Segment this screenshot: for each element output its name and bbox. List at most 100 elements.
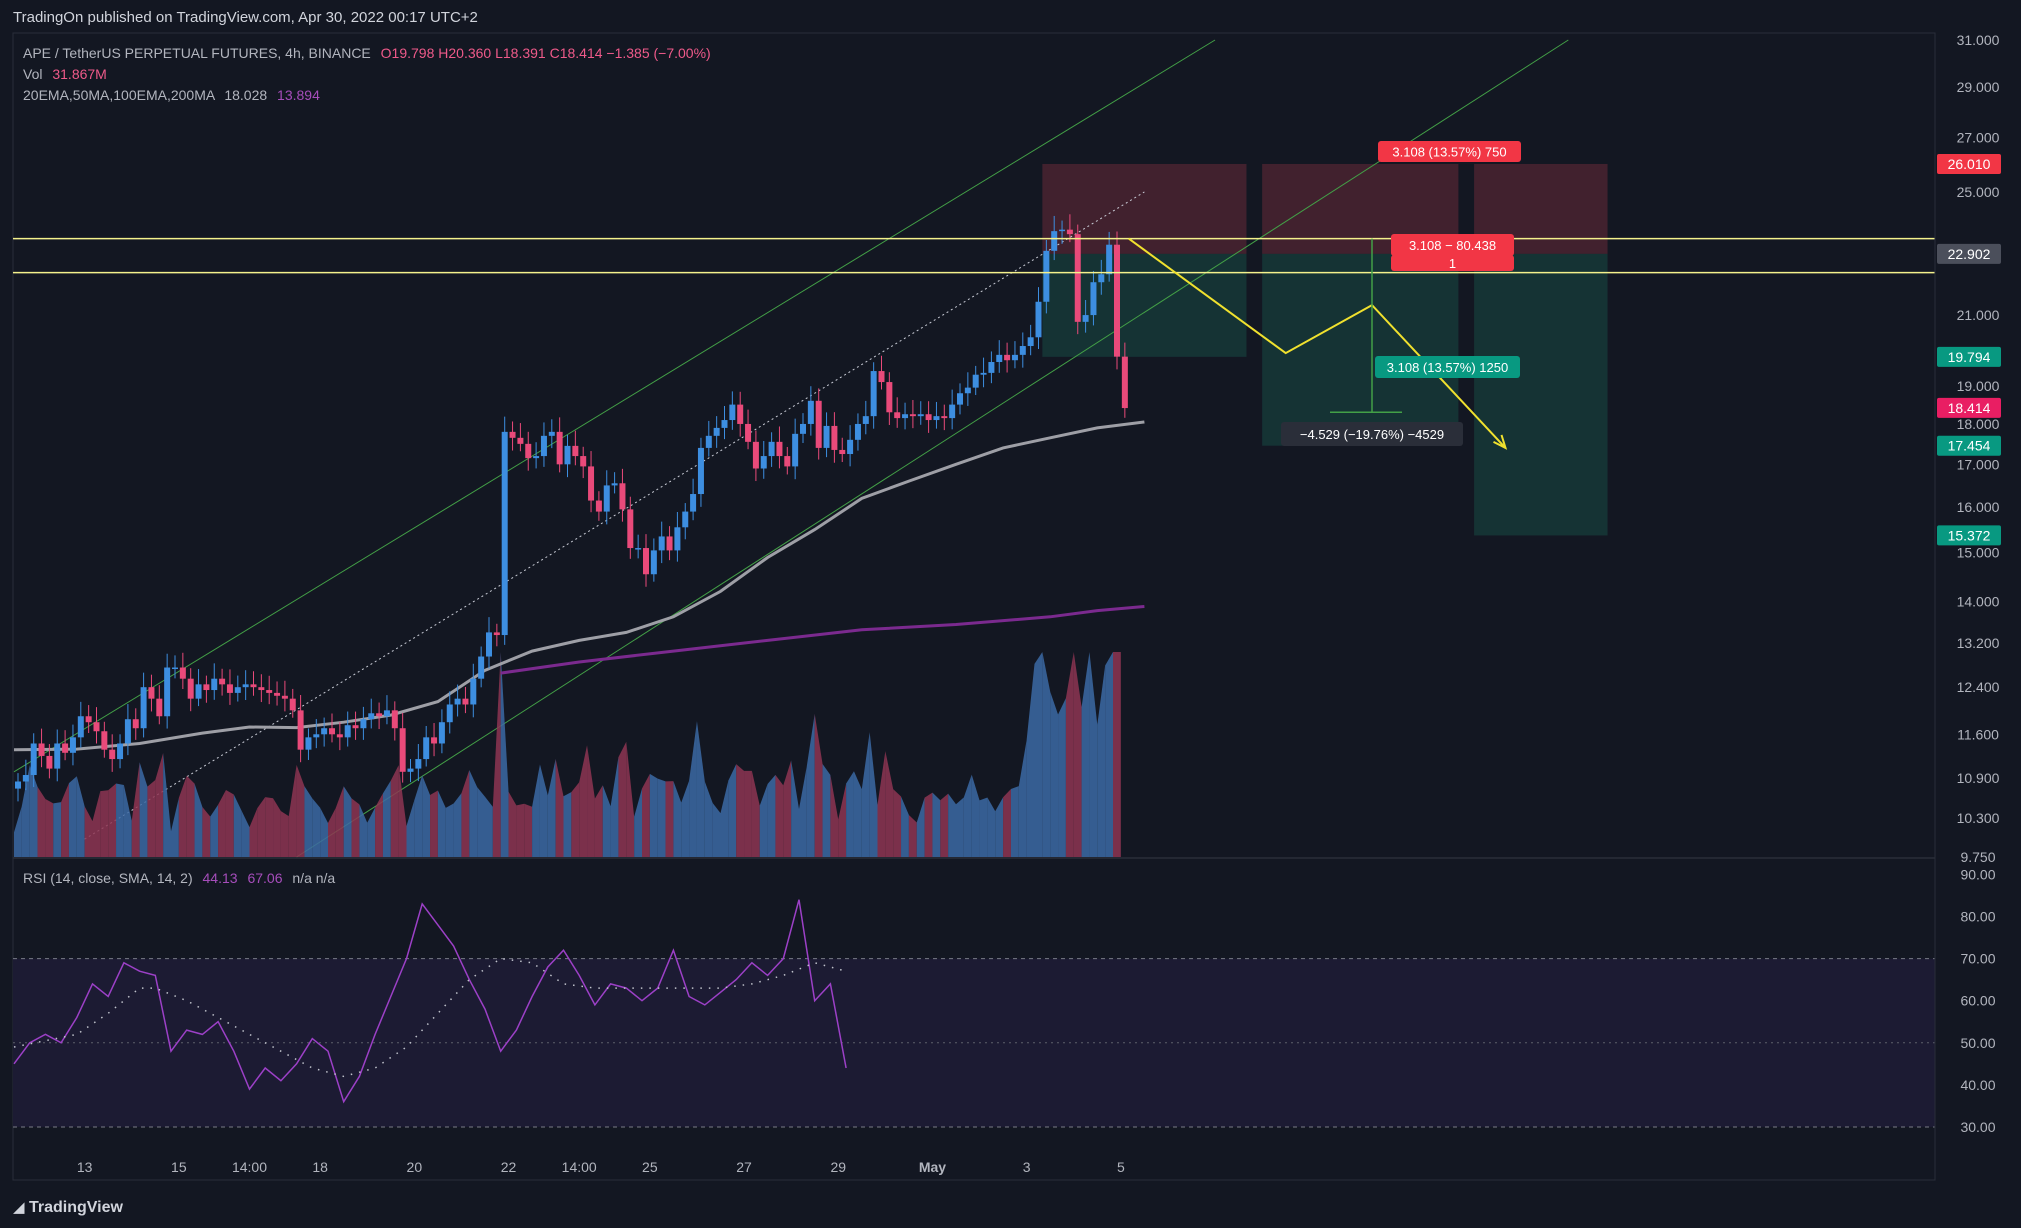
volume-segment — [273, 798, 281, 857]
volume-segment — [92, 791, 101, 857]
target-zone — [1262, 253, 1459, 446]
candle — [839, 449, 846, 455]
arrow-head — [1493, 434, 1508, 450]
price-label — [1937, 525, 2001, 546]
ma-legend[interactable]: 20EMA,50MA,100EMA,200MA 18.028 13.894 — [23, 87, 320, 103]
candle — [1043, 250, 1050, 302]
volume-segment — [1073, 652, 1082, 857]
candle — [517, 437, 524, 444]
candle — [172, 667, 178, 670]
candle — [800, 423, 806, 434]
volume-label: Vol — [23, 66, 43, 82]
volume-segment — [508, 791, 517, 857]
candle — [454, 698, 461, 705]
candle — [1027, 337, 1034, 347]
candle — [187, 678, 194, 699]
volume-segment — [312, 798, 321, 857]
ma-value-2: 13.894 — [277, 87, 320, 103]
rsi-sma-value: 67.06 — [247, 870, 283, 886]
tradingview-logo[interactable]: ◢ TradingView — [13, 1198, 123, 1217]
candle — [949, 404, 956, 419]
rsi-tick: 90.00 — [1960, 866, 1995, 882]
volume-segment — [328, 807, 336, 857]
volume-segment — [390, 765, 399, 857]
volume-segment — [995, 797, 1004, 857]
volume-segment — [861, 732, 870, 857]
price-label-text: 15.372 — [1948, 527, 1991, 543]
rsi-tick: 50.00 — [1960, 1035, 1995, 1051]
volume-segment — [163, 752, 171, 857]
candle — [69, 737, 76, 753]
volume-segment — [594, 785, 603, 857]
candle — [1098, 274, 1105, 283]
price-tick: 25.000 — [1957, 184, 2000, 200]
time-tick: 14:00 — [232, 1159, 267, 1175]
volume-segment — [626, 741, 635, 857]
volume-segment — [689, 721, 697, 857]
volume-segment — [1105, 652, 1113, 857]
candle — [1066, 229, 1073, 235]
volume-segment — [649, 773, 658, 857]
candle — [195, 684, 202, 699]
volume-segment — [320, 807, 328, 857]
candle — [1106, 244, 1113, 275]
volume-segment — [979, 797, 988, 857]
time-tick: 22 — [501, 1159, 517, 1175]
price-label-text: 26.010 — [1948, 156, 1991, 172]
publish-header: TradingOn published on TradingView.com, … — [13, 9, 478, 26]
volume-segment — [908, 814, 917, 857]
candle — [360, 719, 367, 729]
candle — [493, 632, 500, 636]
candle — [124, 719, 131, 744]
volume-segment — [241, 810, 250, 857]
candle — [250, 684, 257, 688]
candle — [635, 548, 642, 550]
candle — [705, 435, 712, 448]
candle — [737, 404, 744, 424]
candle — [854, 423, 861, 440]
ma-label: 20EMA,50MA,100EMA,200MA — [23, 87, 215, 103]
rsi-legend[interactable]: RSI (14, close, SMA, 14, 2) 44.13 67.06 … — [23, 870, 335, 886]
price-label-text: 17.454 — [1948, 438, 1991, 454]
candle — [548, 431, 555, 436]
volume-segment — [359, 804, 368, 857]
candle — [140, 687, 147, 729]
volume-segment — [14, 805, 22, 857]
candle — [313, 734, 320, 738]
candle — [297, 710, 304, 750]
candle — [1082, 315, 1089, 322]
candle — [682, 511, 689, 528]
volume-segment — [61, 783, 69, 857]
time-axis[interactable]: 13 15 14:00 18 20 22 14:00 25 27 29 May 3 5 — [77, 1159, 1125, 1175]
price-label — [1937, 435, 2001, 456]
time-tick: 29 — [830, 1159, 846, 1175]
annotation-box — [1391, 234, 1514, 256]
candle — [258, 687, 265, 691]
candle — [478, 656, 485, 679]
annotation-text: 3.108 (13.57%) 750 — [1392, 145, 1506, 160]
volume-segment — [288, 764, 297, 857]
candle — [611, 483, 618, 486]
rsi-tick: 70.00 — [1960, 951, 1995, 967]
volume-segment — [37, 786, 46, 857]
candle — [870, 371, 877, 417]
ma-value-1: 18.028 — [224, 87, 268, 103]
candle — [156, 698, 163, 717]
volume-segment — [830, 774, 839, 857]
volume-segment — [131, 762, 140, 857]
volume-segment — [194, 783, 203, 857]
symbol-legend[interactable]: APE / TetherUS PERPETUAL FUTURES, 4h, BI… — [23, 45, 711, 61]
rsi-tick: 80.00 — [1960, 909, 1995, 925]
volume-legend[interactable]: Vol 31.867M — [23, 66, 107, 82]
price-axis[interactable]: 31.000 29.000 27.000 25.000 21.000 19.000 18.0… — [13, 32, 2000, 1180]
time-tick: 13 — [77, 1159, 93, 1175]
annotation-text: −4.529 (−19.76%) −4529 — [1300, 427, 1444, 442]
volume-segment — [571, 782, 580, 857]
volume-segment — [1026, 663, 1035, 857]
candle — [266, 690, 273, 693]
volume-segment — [704, 781, 713, 857]
volume-segment — [1010, 786, 1019, 857]
candle — [643, 548, 649, 575]
volume-segment — [963, 774, 972, 857]
tradingview-wordmark: TradingView — [29, 1199, 123, 1216]
